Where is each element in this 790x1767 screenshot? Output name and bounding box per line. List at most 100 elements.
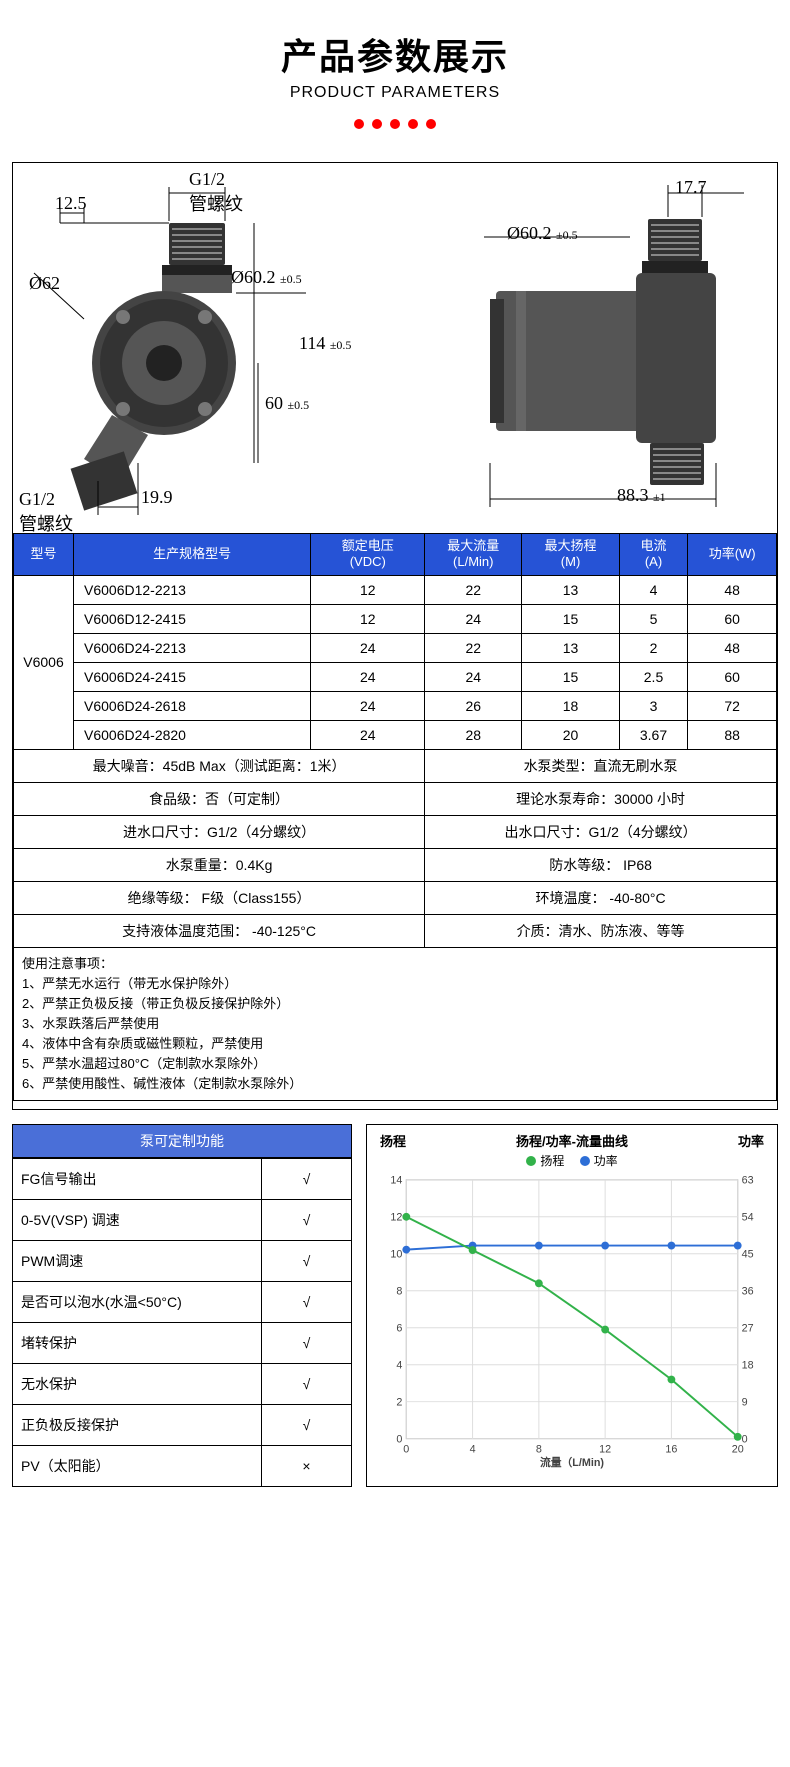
info-row: 食品级：否（可定制）理论水泵寿命：30000 小时 [14, 782, 777, 815]
col-head: 最大扬程 (M) [522, 534, 619, 576]
cell: 48 [688, 575, 777, 604]
chart-right-axis-label: 功率 [729, 1131, 773, 1150]
table-row: V6006D24-2618242618372 [14, 691, 777, 720]
note-item: 5、严禁水温超过80°C（定制款水泵除外） [22, 1054, 768, 1074]
col-power: 功率(W) [688, 534, 777, 576]
bottom-row: 泵可定制功能 FG信号输出√0-5V(VSP) 调速√PWM调速√是否可以泡水(… [12, 1124, 778, 1487]
cell: 26 [425, 691, 522, 720]
dim-12-5: 12.5 [55, 193, 87, 214]
svg-text:9: 9 [742, 1397, 748, 1409]
svg-text:流量（L/Min): 流量（L/Min) [540, 1457, 604, 1470]
chart-legend: 扬程 功率 [371, 1152, 773, 1169]
cell: 60 [688, 662, 777, 691]
dim-60: 60 ±0.5 [265, 393, 309, 414]
col-volt: 额定电压 (VDC) [311, 534, 425, 576]
chart-svg: 0029418627836104512541463048121620流量（L/M… [371, 1171, 773, 1471]
info-row: 绝缘等级： F级（Class155）环境温度： -40-80°C [14, 881, 777, 914]
cell: 3 [619, 691, 688, 720]
cell: 24 [425, 604, 522, 633]
info-row: 进水口尺寸：G1/2（4分螺纹）出水口尺寸：G1/2（4分螺纹） [14, 815, 777, 848]
svg-text:14: 14 [390, 1175, 402, 1187]
svg-text:2: 2 [396, 1397, 402, 1409]
cell: V6006D24-2415 [74, 662, 311, 691]
dim-19-9: 19.9 [141, 487, 173, 508]
info-row: 最大噪音：45dB Max（测试距离：1米）水泵类型：直流无刷水泵 [14, 749, 777, 782]
cell: 2 [619, 633, 688, 662]
cell: 22 [425, 575, 522, 604]
cell: 24 [425, 662, 522, 691]
dim-114: 114 ±0.5 [299, 333, 351, 354]
dim-g12-bot: G1/2 管螺纹 [19, 489, 73, 536]
info-rows: 最大噪音：45dB Max（测试距离：1米）水泵类型：直流无刷水泵食品级：否（可… [14, 749, 777, 947]
feature-row: 无水保护√ [13, 1364, 352, 1405]
table-row: V6006D24-28202428203.6788 [14, 720, 777, 749]
model-cell: V6006 [14, 575, 74, 749]
cell: V6006D24-2820 [74, 720, 311, 749]
feature-row: 堵转保护√ [13, 1323, 352, 1364]
note-item: 6、严禁使用酸性、碱性液体（定制款水泵除外） [22, 1074, 768, 1094]
svg-text:63: 63 [742, 1175, 754, 1187]
svg-text:6: 6 [396, 1323, 402, 1335]
cell: 5 [619, 604, 688, 633]
cell: 22 [425, 633, 522, 662]
spec-table-body: V6006V6006D12-2213122213448V6006D12-2415… [14, 575, 777, 749]
chart-title: 扬程/功率-流量曲线 [415, 1131, 729, 1150]
cell: 13 [522, 575, 619, 604]
dim-60-2: Ø60.2 ±0.5 [231, 267, 302, 288]
chart-left-axis-label: 扬程 [371, 1131, 415, 1150]
mechanical-drawing: G1/2 管螺纹 12.5 Ø62 Ø60.2 ±0.5 114 ±0.5 60… [13, 163, 777, 533]
cell: 48 [688, 633, 777, 662]
cell: V6006D24-2618 [74, 691, 311, 720]
svg-text:16: 16 [665, 1444, 677, 1456]
svg-text:18: 18 [742, 1360, 754, 1372]
dim-g12-top: G1/2 管螺纹 [189, 169, 243, 216]
spec-table: 型号 生产规格型号 额定电压 (VDC) 最大流量 (L/Min) 最大扬程 (… [13, 533, 777, 948]
cell: 72 [688, 691, 777, 720]
cell: 60 [688, 604, 777, 633]
svg-text:4: 4 [470, 1444, 476, 1456]
notes-title: 使用注意事项： [22, 954, 768, 974]
svg-text:27: 27 [742, 1323, 754, 1335]
page-title: 产品参数展示 [0, 28, 790, 80]
feature-row: PV（太阳能）× [13, 1446, 352, 1487]
note-item: 3、水泵跌落后严禁使用 [22, 1014, 768, 1034]
feature-row: FG信号输出√ [13, 1159, 352, 1200]
info-row: 水泵重量：0.4Kg防水等级： IP68 [14, 848, 777, 881]
cell: 13 [522, 633, 619, 662]
dim-17-7: 17.7 [675, 177, 707, 198]
svg-text:0: 0 [396, 1434, 402, 1446]
note-item: 1、严禁无水运行（带无水保护除外） [22, 974, 768, 994]
table-row: V6006D12-2415122415560 [14, 604, 777, 633]
spec-panel: G1/2 管螺纹 12.5 Ø62 Ø60.2 ±0.5 114 ±0.5 60… [12, 162, 778, 1110]
cell: V6006D12-2415 [74, 604, 311, 633]
cell: 12 [311, 604, 425, 633]
cell: 88 [688, 720, 777, 749]
note-item: 2、严禁正负极反接（带正负极反接保护除外） [22, 994, 768, 1014]
drawing-side: 17.7 Ø60.2 ±0.5 88.3 ±1 [395, 163, 777, 533]
svg-text:0: 0 [403, 1444, 409, 1456]
svg-text:54: 54 [742, 1212, 754, 1224]
svg-text:12: 12 [390, 1212, 402, 1224]
cell: 4 [619, 575, 688, 604]
col-sku: 生产规格型号 [74, 534, 311, 576]
features-panel: 泵可定制功能 FG信号输出√0-5V(VSP) 调速√PWM调速√是否可以泡水(… [12, 1124, 352, 1487]
cell: 20 [522, 720, 619, 749]
header: 产品参数展示 PRODUCT PARAMETERS [0, 0, 790, 150]
feature-row: 正负极反接保护√ [13, 1405, 352, 1446]
spec-table-head: 型号 生产规格型号 额定电压 (VDC) 最大流量 (L/Min) 最大扬程 (… [14, 534, 777, 576]
table-row: V6006D24-24152424152.560 [14, 662, 777, 691]
col-model: 型号 [14, 534, 74, 576]
svg-text:45: 45 [742, 1249, 754, 1261]
cell: 24 [311, 662, 425, 691]
legend-head: 扬程 [540, 1152, 564, 1169]
cell: 24 [311, 633, 425, 662]
notes-list: 1、严禁无水运行（带无水保护除外）2、严禁正负极反接（带正负极反接保护除外）3、… [22, 974, 768, 1095]
dim-62: Ø62 [29, 273, 60, 294]
svg-text:8: 8 [536, 1444, 542, 1456]
cell: V6006D24-2213 [74, 633, 311, 662]
cell: 15 [522, 662, 619, 691]
cell: 18 [522, 691, 619, 720]
cell: 28 [425, 720, 522, 749]
cell: 12 [311, 575, 425, 604]
decorative-dots [0, 116, 790, 134]
